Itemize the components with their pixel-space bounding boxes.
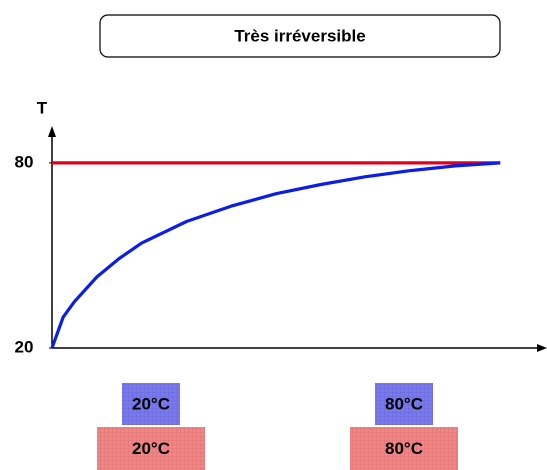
block-label: 20°C [132, 394, 170, 413]
chart-title: Très irréversible [234, 26, 365, 45]
chart: Très irréversible T 20 80 20°C 20°C 80°C 80°C [0, 0, 547, 470]
y-tick-label: 80 [15, 152, 34, 171]
block-label: 80°C [385, 394, 423, 413]
x-arrow [537, 344, 547, 352]
block-label: 80°C [385, 439, 423, 458]
y-arrow [48, 126, 56, 137]
line [52, 163, 500, 348]
y-tick-label: 20 [15, 337, 34, 356]
block-label: 20°C [132, 439, 170, 458]
y-axis-label: T [37, 98, 48, 117]
